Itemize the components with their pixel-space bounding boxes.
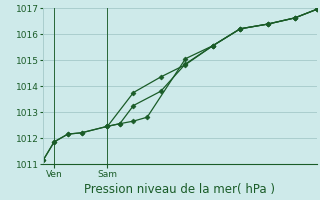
X-axis label: Pression niveau de la mer( hPa ): Pression niveau de la mer( hPa ) bbox=[84, 183, 276, 196]
